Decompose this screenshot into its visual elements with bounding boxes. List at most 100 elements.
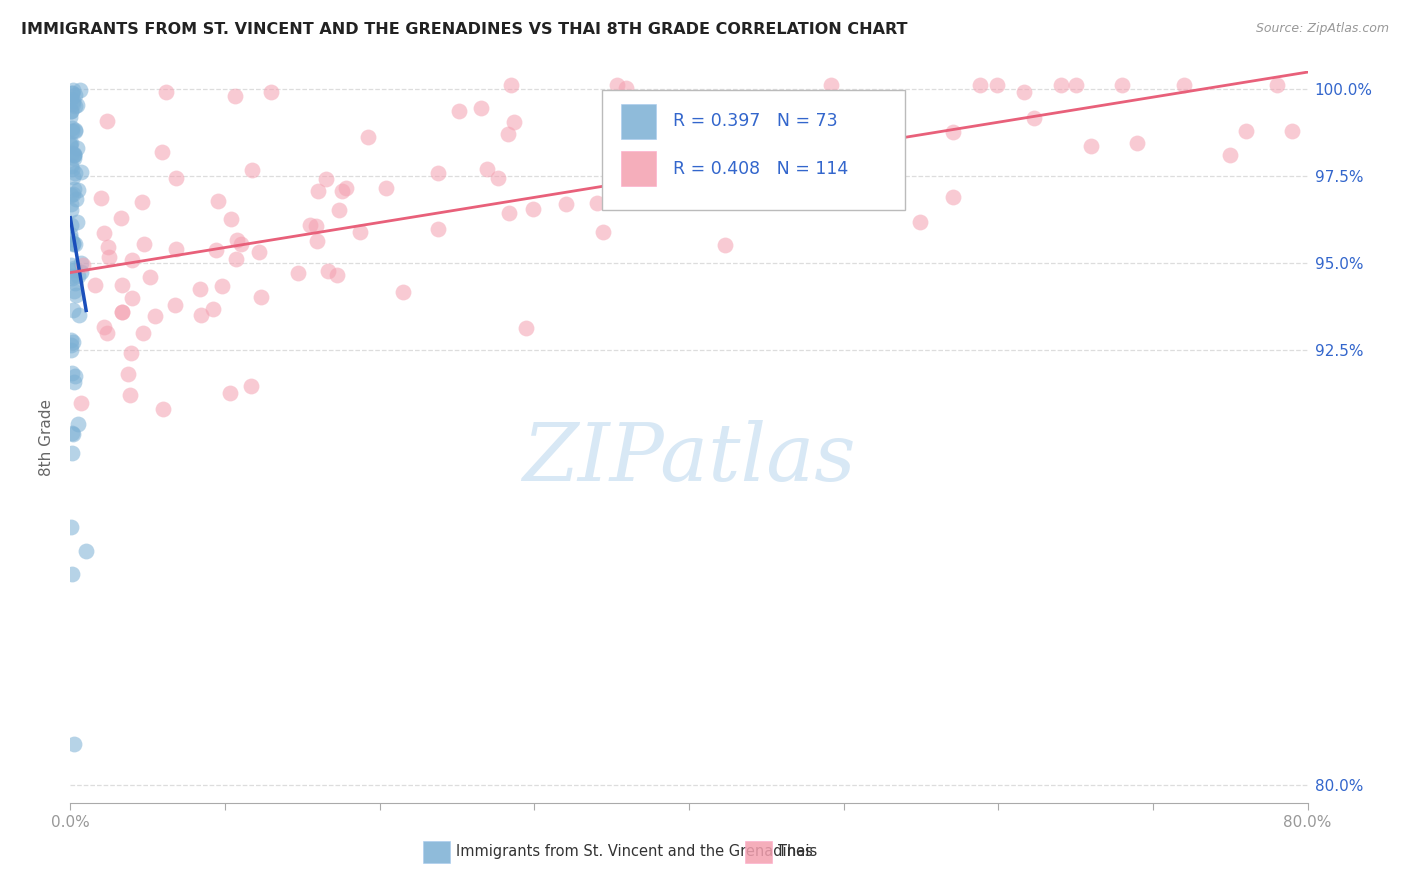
Point — [165, 171, 187, 186]
Point — [908, 215, 931, 229]
Point — [374, 181, 396, 195]
Point — [503, 115, 526, 129]
Point — [820, 78, 842, 93]
Point — [62, 235, 84, 250]
Point — [143, 309, 166, 323]
Point — [93, 226, 115, 240]
Point — [231, 237, 253, 252]
Point — [93, 319, 115, 334]
Bar — [621, 103, 655, 138]
Point — [205, 243, 228, 257]
Point — [132, 326, 155, 340]
Point — [59, 92, 82, 106]
Point — [120, 346, 142, 360]
Point — [335, 181, 357, 195]
Point — [60, 445, 83, 459]
Point — [111, 278, 134, 293]
Point — [59, 110, 82, 124]
Point — [62, 237, 84, 252]
Point — [315, 172, 337, 186]
Point — [65, 192, 87, 206]
Point — [328, 203, 350, 218]
Point — [165, 242, 187, 256]
Point — [522, 202, 544, 216]
Point — [65, 87, 87, 102]
Point — [62, 335, 84, 350]
Point — [326, 268, 349, 282]
Point — [59, 227, 82, 241]
Point — [59, 231, 82, 245]
Point — [614, 140, 637, 154]
Point — [65, 99, 87, 113]
Point — [69, 165, 91, 179]
Point — [63, 124, 86, 138]
Point — [599, 188, 621, 202]
Point — [652, 154, 675, 169]
Point — [225, 233, 247, 247]
Point — [221, 211, 243, 226]
Point — [59, 136, 82, 150]
Point — [62, 94, 84, 108]
Point — [121, 291, 143, 305]
Point — [586, 195, 609, 210]
Point — [163, 298, 186, 312]
Point — [65, 368, 87, 383]
Point — [1022, 111, 1045, 125]
Point — [391, 285, 413, 300]
Text: Immigrants from St. Vincent and the Grenadines: Immigrants from St. Vincent and the Gren… — [457, 845, 813, 859]
Point — [307, 235, 329, 249]
Point — [470, 101, 492, 115]
Point — [69, 83, 91, 97]
Point — [1265, 78, 1288, 93]
Point — [332, 184, 354, 198]
Point — [59, 188, 82, 202]
Point — [65, 288, 87, 302]
Point — [66, 268, 89, 283]
Point — [63, 146, 86, 161]
Point — [730, 103, 752, 118]
Point — [62, 302, 84, 317]
Point — [121, 252, 143, 267]
Point — [62, 186, 84, 201]
Point — [240, 163, 263, 178]
Point — [117, 368, 139, 382]
Point — [60, 124, 83, 138]
Point — [496, 127, 519, 141]
Point — [59, 258, 82, 272]
Point — [1126, 136, 1149, 151]
Point — [305, 219, 328, 233]
Point — [427, 221, 450, 235]
Point — [499, 78, 522, 93]
Point — [1012, 86, 1035, 100]
Point — [1234, 124, 1257, 138]
Point — [152, 402, 174, 417]
Point — [1281, 123, 1303, 137]
Point — [63, 737, 86, 751]
Point — [447, 103, 470, 118]
Point — [59, 138, 82, 153]
Point — [59, 334, 82, 348]
Point — [120, 388, 142, 402]
Point — [72, 259, 94, 273]
Point — [84, 277, 107, 292]
Point — [60, 159, 83, 173]
Point — [132, 236, 155, 251]
Point — [60, 567, 83, 582]
Point — [59, 219, 82, 233]
Point — [155, 85, 177, 99]
Point — [225, 252, 247, 266]
Point — [111, 305, 134, 319]
Point — [66, 417, 89, 432]
Point — [62, 146, 84, 161]
Point — [63, 236, 86, 251]
Point — [60, 120, 83, 135]
Point — [62, 284, 84, 298]
Point — [62, 426, 84, 441]
Point — [62, 151, 84, 165]
Point — [678, 148, 700, 162]
Point — [63, 277, 86, 291]
Point — [139, 270, 162, 285]
Point — [307, 184, 329, 198]
Point — [110, 211, 132, 226]
Point — [60, 197, 83, 211]
